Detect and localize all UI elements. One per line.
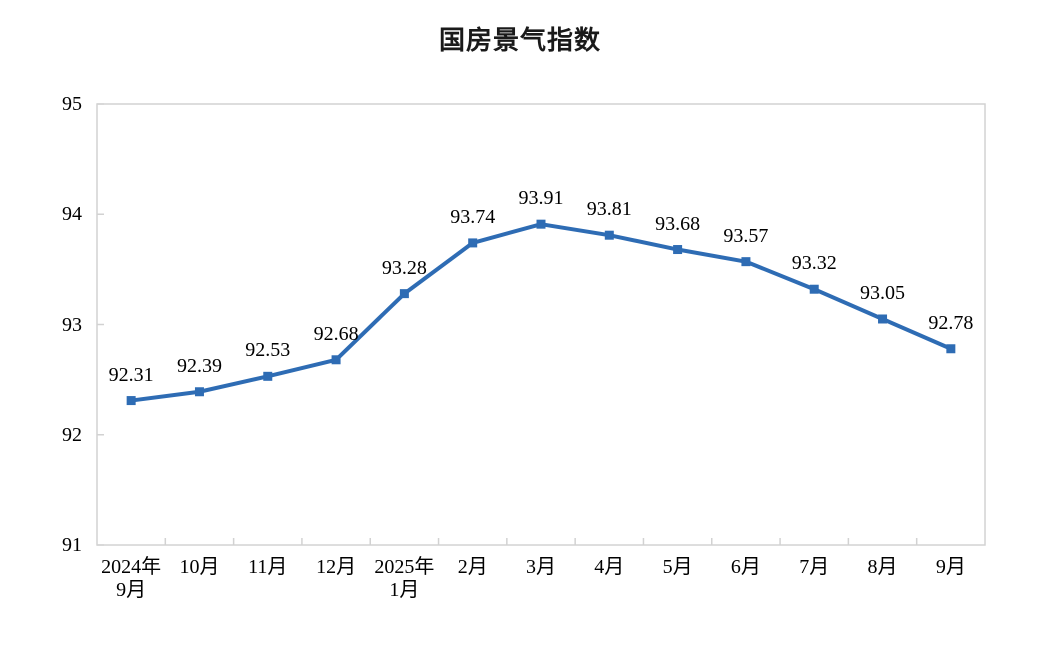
data-point-label: 93.32 (791, 252, 837, 275)
data-marker (263, 371, 273, 381)
data-marker (331, 355, 341, 365)
x-axis-tick-label: 8月 (867, 556, 898, 578)
data-point-label: 92.31 (108, 363, 154, 386)
data-marker (673, 245, 683, 255)
data-marker (399, 289, 409, 299)
x-axis-tick-label: 3月 (526, 556, 556, 578)
data-marker (604, 230, 614, 240)
data-point-label: 93.57 (723, 224, 769, 247)
data-point-label: 92.68 (313, 322, 359, 345)
x-axis-tick-label: 2月 (457, 556, 488, 578)
x-axis-tick-label: 11月 (248, 556, 288, 578)
data-point-label: 93.68 (655, 212, 701, 235)
y-axis-tick-label: 91 (62, 534, 82, 556)
plot-border (96, 103, 986, 546)
data-point-label: 93.05 (860, 281, 906, 304)
data-marker (536, 219, 546, 229)
x-axis-tick-label: 2024年 9月 (101, 556, 162, 601)
x-axis-tick-label: 10月 (179, 556, 220, 578)
data-marker (878, 314, 888, 324)
x-axis-tick-label: 6月 (730, 556, 761, 578)
data-marker (126, 396, 136, 406)
x-axis-tick-label: 9月 (935, 556, 966, 578)
data-point-label: 92.78 (928, 311, 974, 334)
x-axis-tick-label: 5月 (662, 556, 693, 578)
x-axis-tick-label: 4月 (594, 556, 625, 578)
data-marker (741, 257, 751, 267)
data-point-label: 93.81 (586, 198, 632, 221)
data-point-label: 93.91 (518, 187, 564, 210)
data-point-label: 92.53 (245, 339, 291, 362)
x-axis-tick-label: 2025年 1月 (374, 556, 435, 601)
chart-title: 国房景气指数 (438, 25, 601, 55)
y-axis-tick-label: 93 (62, 313, 82, 336)
data-marker (468, 238, 478, 248)
y-axis-tick-label: 95 (62, 93, 82, 115)
data-point-label: 93.28 (381, 256, 427, 279)
data-marker (809, 284, 819, 294)
data-line (129, 222, 953, 403)
x-axis-tick-label: 12月 (316, 556, 357, 578)
y-axis-tick-label: 92 (62, 423, 82, 446)
data-point-label: 93.74 (450, 205, 496, 228)
data-point-label: 92.39 (176, 354, 222, 377)
data-marker (946, 344, 956, 354)
data-marker (194, 387, 204, 397)
x-axis-tick-label: 7月 (799, 556, 830, 578)
y-axis-tick-label: 94 (62, 203, 82, 226)
